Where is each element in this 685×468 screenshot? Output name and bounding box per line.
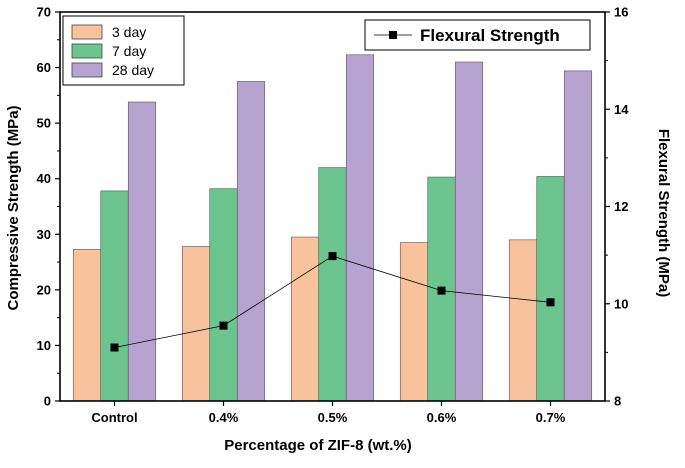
bar-3-day-3 (399, 242, 429, 402)
bar-7-day-4 (536, 176, 565, 402)
flexural-point-0 (110, 343, 119, 352)
y2-tick-label: 12 (614, 199, 628, 214)
y-tick-label: 60 (37, 60, 51, 75)
x-tick-label: 0.5% (318, 410, 348, 425)
y-tick-label: 50 (37, 116, 51, 131)
bar-3-day-2 (290, 236, 320, 402)
legend-line: Flexural Strength (364, 19, 591, 51)
legend2-marker (389, 31, 397, 39)
bar-3-day-4 (508, 239, 538, 402)
x-tick-label: 0.4% (209, 410, 239, 425)
y2-tick-label: 16 (614, 5, 628, 20)
flexural-point-4 (546, 298, 555, 307)
legend-swatch-28-day (71, 62, 103, 78)
legend-label-7-day: 7 day (112, 43, 146, 59)
x-tick-label: 0.7% (536, 410, 566, 425)
legend-swatch-3-day (71, 24, 103, 40)
bar-7-day-1 (209, 188, 238, 402)
flexural-point-1 (219, 321, 228, 330)
y2-tick-label: 10 (614, 296, 628, 311)
legend-label-3-day: 3 day (112, 24, 146, 40)
bar-28-day-2 (345, 54, 375, 402)
bar-3-day-1 (181, 246, 211, 402)
legend-label-28-day: 28 day (112, 62, 154, 78)
bar-28-day-4 (563, 70, 593, 402)
flexural-point-3 (437, 286, 446, 295)
x-axis-title: Percentage of ZIF-8 (wt.%) (224, 437, 412, 454)
bar-3-day-0 (72, 248, 102, 402)
right-axis-ticks: 8 10 12 14 16 (605, 5, 629, 409)
bar-28-day-3 (454, 61, 484, 402)
left-axis-ticks: 0 10 20 30 40 50 60 70 (37, 5, 60, 409)
y-tick-label: 30 (37, 227, 51, 242)
bar-7-day-2 (318, 167, 347, 402)
bars-group (72, 54, 593, 402)
legend2-label: Flexural Strength (420, 26, 560, 45)
legend-swatch-7-day (71, 43, 103, 59)
bar-28-day-1 (236, 81, 266, 402)
legend-bars: 3 day 7 day 28 day (62, 15, 185, 86)
bar-28-day-0 (127, 101, 157, 402)
y-tick-label: 70 (37, 5, 51, 20)
y-tick-label: 20 (37, 282, 51, 297)
bar-7-day-0 (100, 190, 129, 402)
y2-axis-title: Flexural Strength (MPa) (655, 129, 672, 297)
x-tick-label: 0.6% (427, 410, 457, 425)
flexural-point-2 (328, 252, 337, 261)
y-axis-title: Compressive Strength (MPa) (5, 105, 22, 310)
y-tick-label: 40 (37, 171, 51, 186)
x-tick-label: Control (91, 410, 137, 425)
y2-tick-label: 8 (614, 394, 621, 409)
y2-tick-label: 14 (614, 102, 629, 117)
y-tick-label: 0 (44, 394, 51, 409)
x-axis-ticks: Control 0.4% 0.5% 0.6% 0.7% (91, 401, 566, 425)
flexural-line-group (110, 252, 555, 352)
y-tick-label: 10 (37, 338, 51, 353)
